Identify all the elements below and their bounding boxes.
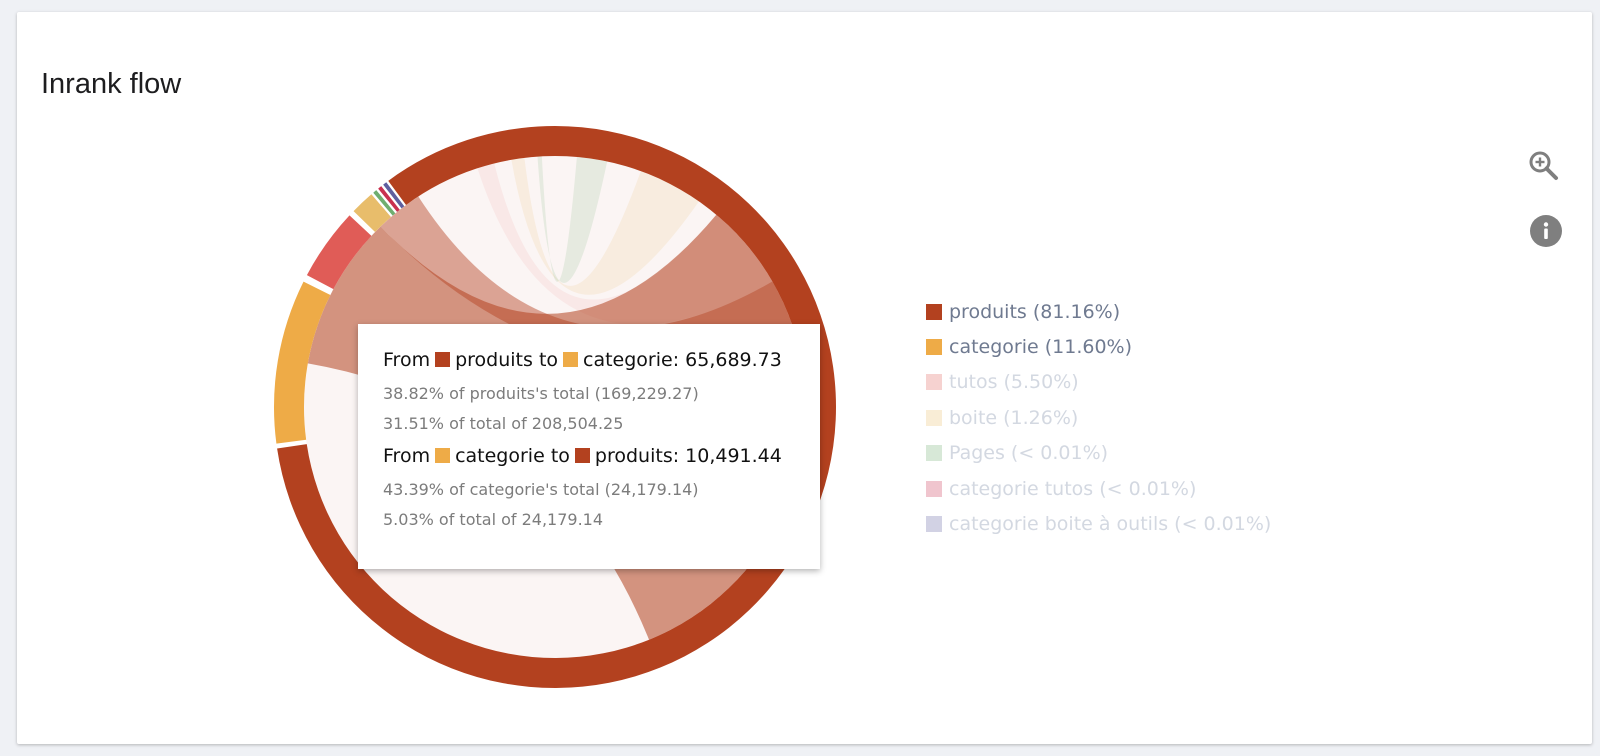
chord-arc-pages[interactable] — [373, 190, 396, 216]
tooltip-to-label: to — [550, 445, 570, 467]
chord-arc-tutos[interactable] — [306, 215, 372, 290]
legend-label: boite (1.26%) — [949, 406, 1079, 429]
tooltip-flow-line-2: From categorie to produits: 10,491.44 — [383, 445, 782, 467]
categorie-swatch-icon — [563, 352, 579, 367]
produits-swatch-icon — [435, 352, 451, 367]
legend-swatch — [926, 374, 942, 391]
chart-tooltip: From produits to categorie: 65,689.73 38.8… — [358, 324, 820, 569]
chord-arc-categorie-boite[interactable] — [383, 182, 405, 209]
chord-ribbon-boite[interactable] — [511, 157, 699, 295]
legend-item[interactable]: boite (1.26%) — [926, 400, 1271, 435]
tooltip-from-label: From — [383, 349, 431, 371]
chord-ribbon-pages[interactable] — [537, 156, 608, 284]
tooltip-total-share: 31.51% of total of 208,504.25 — [383, 414, 624, 433]
tooltip-flow-line-1: From produits to categorie: 65,689.73 — [383, 349, 782, 371]
tooltip-source-share: 38.82% of produits's total (169,229.27) — [383, 384, 699, 403]
legend-item[interactable]: categorie (11.60%) — [926, 329, 1271, 364]
legend-label: categorie boite à outils (< 0.01%) — [949, 513, 1272, 536]
categorie-swatch-icon — [435, 448, 451, 463]
legend-item[interactable]: categorie tutos (< 0.01%) — [926, 471, 1271, 506]
chord-arc-categorie[interactable] — [274, 281, 331, 444]
tooltip-source: categorie — [455, 445, 545, 467]
legend-swatch — [926, 409, 942, 426]
legend-swatch — [926, 445, 942, 462]
legend-item[interactable]: categorie boite à outils (< 0.01%) — [926, 506, 1271, 541]
legend-item[interactable]: produits (81.16%) — [926, 294, 1271, 329]
legend-item[interactable]: Pages (< 0.01%) — [926, 436, 1271, 471]
chart-card: Inrank flow produits (81.16%) categorie (… — [17, 12, 1592, 744]
produits-swatch-icon — [574, 448, 590, 463]
chord-arc-produits-end[interactable] — [388, 125, 555, 205]
tooltip-destination: categorie: 65,689.73 — [583, 349, 782, 371]
legend: produits (81.16%) categorie (11.60%) tutos… — [926, 294, 1271, 542]
tooltip-total-share: 5.03% of total of 24,179.14 — [383, 510, 604, 529]
tooltip-source: produits — [455, 349, 533, 371]
tooltip-source-share: 43.39% of categorie's total (24,179.14) — [383, 480, 699, 499]
info-icon[interactable] — [1530, 215, 1562, 247]
legend-label: categorie tutos (< 0.01%) — [949, 477, 1197, 500]
legend-swatch — [926, 303, 942, 320]
chord-arc-categorie-tutos[interactable] — [378, 186, 400, 212]
tooltip-to-label: to — [538, 349, 559, 371]
zoom-in-icon[interactable] — [1528, 150, 1560, 182]
legend-item[interactable]: tutos (5.50%) — [926, 365, 1271, 400]
legend-label: categorie (11.60%) — [949, 336, 1133, 359]
legend-label: produits (81.16%) — [949, 300, 1121, 323]
legend-swatch — [926, 480, 942, 497]
legend-label: tutos (5.50%) — [949, 371, 1079, 394]
card-title: Inrank flow — [41, 68, 182, 100]
tooltip-destination: produits: 10,491.44 — [594, 445, 782, 467]
legend-swatch — [926, 516, 942, 533]
tooltip-from-label: From — [383, 445, 431, 467]
legend-label: Pages (< 0.01%) — [949, 442, 1109, 465]
chord-arc-boite[interactable] — [353, 194, 391, 233]
legend-swatch — [926, 339, 942, 356]
